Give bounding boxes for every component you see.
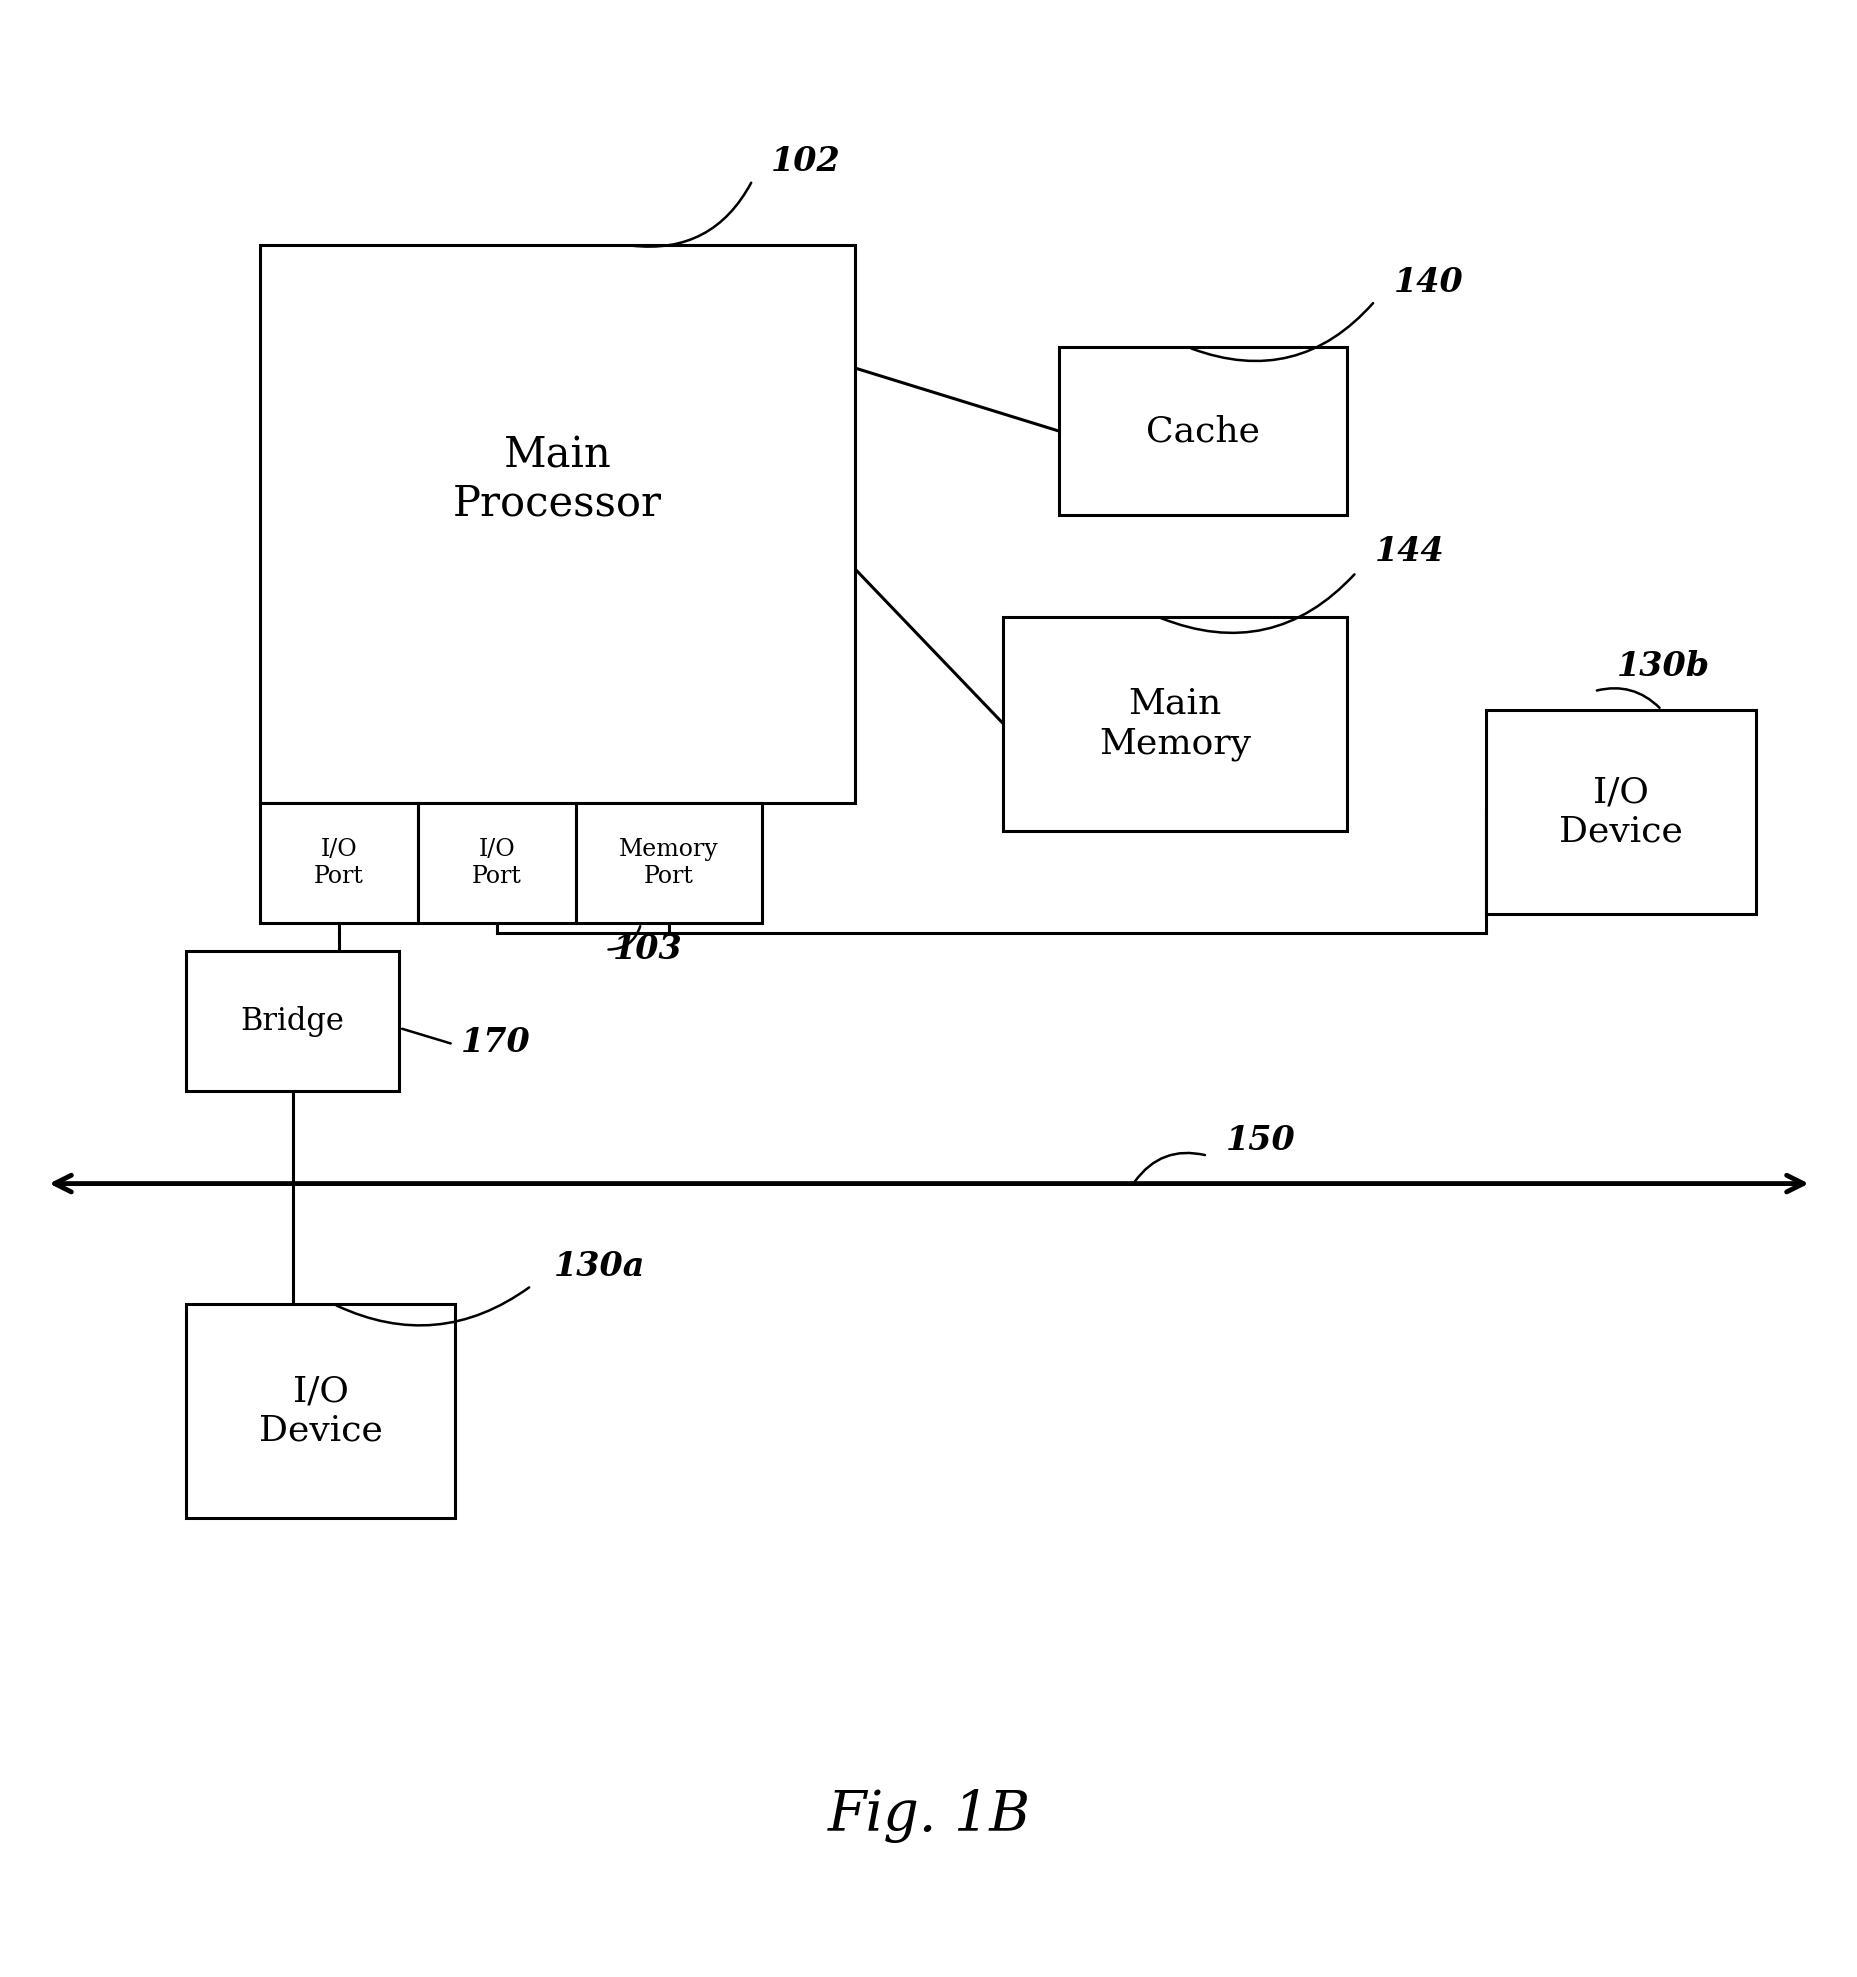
Bar bbox=[1486, 710, 1755, 913]
Text: 102: 102 bbox=[771, 144, 841, 178]
Bar bbox=[576, 803, 761, 923]
Text: Memory
Port: Memory Port bbox=[618, 838, 719, 888]
Bar bbox=[1003, 617, 1346, 830]
Bar bbox=[1058, 348, 1346, 514]
Text: I/O
Device: I/O Device bbox=[258, 1374, 383, 1447]
Text: Bridge: Bridge bbox=[241, 1006, 344, 1036]
Text: I/O
Port: I/O Port bbox=[472, 838, 522, 888]
Text: 130a: 130a bbox=[553, 1251, 644, 1283]
Text: 130b: 130b bbox=[1616, 650, 1708, 684]
Text: I/O
Port: I/O Port bbox=[314, 838, 364, 888]
Bar bbox=[260, 803, 418, 923]
Text: Main
Processor: Main Processor bbox=[453, 435, 661, 524]
Text: I/O
Device: I/O Device bbox=[1558, 775, 1682, 848]
Bar bbox=[186, 951, 399, 1091]
Bar bbox=[260, 245, 854, 803]
Text: 170: 170 bbox=[461, 1026, 531, 1058]
Text: 103: 103 bbox=[613, 933, 683, 967]
Bar bbox=[186, 1305, 455, 1518]
Text: Main
Memory: Main Memory bbox=[1099, 686, 1250, 761]
Text: 150: 150 bbox=[1226, 1125, 1296, 1157]
Text: Fig. 1B: Fig. 1B bbox=[826, 1787, 1031, 1843]
Bar bbox=[418, 803, 576, 923]
Text: 140: 140 bbox=[1393, 265, 1463, 299]
Text: 144: 144 bbox=[1374, 536, 1445, 567]
Text: Cache: Cache bbox=[1146, 413, 1259, 449]
